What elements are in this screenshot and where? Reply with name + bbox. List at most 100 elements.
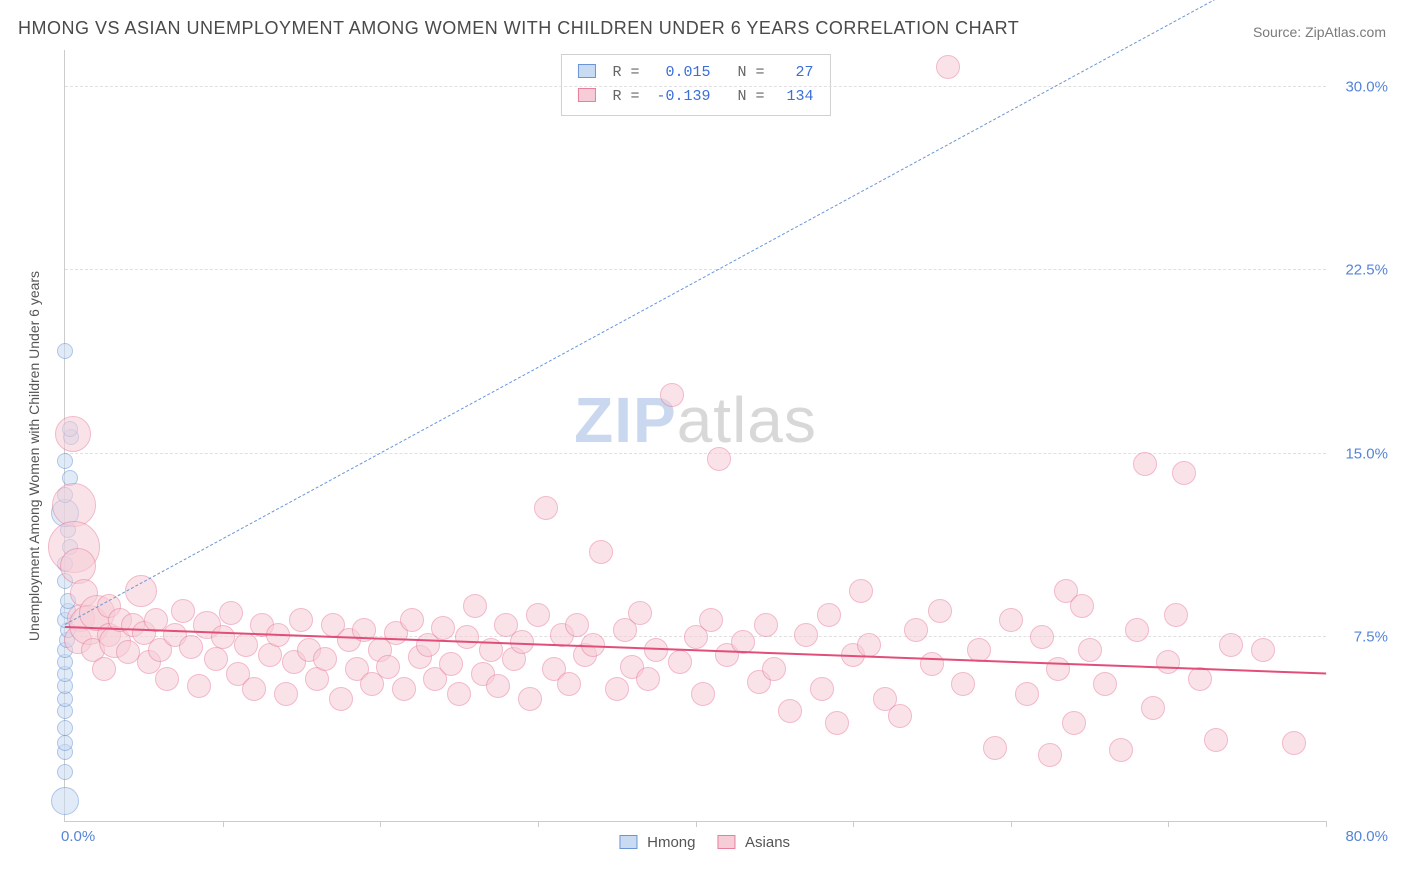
- hmong-point: [57, 343, 73, 359]
- asians-point: [762, 657, 786, 681]
- asians-point: [810, 677, 834, 701]
- asians-point: [849, 579, 873, 603]
- asians-point: [1125, 618, 1149, 642]
- asians-point: [187, 674, 211, 698]
- asians-point: [904, 618, 928, 642]
- asians-point: [967, 638, 991, 662]
- asians-point: [455, 625, 479, 649]
- y-tick-label: 7.5%: [1354, 629, 1388, 646]
- asians-point: [1109, 738, 1133, 762]
- asians-point: [691, 682, 715, 706]
- asians-point: [1015, 682, 1039, 706]
- asians-point: [1251, 638, 1275, 662]
- asians-point: [242, 677, 266, 701]
- asians-point: [274, 682, 298, 706]
- asians-point: [1188, 667, 1212, 691]
- asians-point: [1078, 638, 1102, 662]
- y-tick-label: 22.5%: [1345, 262, 1388, 279]
- y-axis-label: Unemployment Among Women with Children U…: [26, 271, 42, 641]
- chart-area: Unemployment Among Women with Children U…: [44, 50, 1396, 862]
- asians-point: [55, 416, 91, 452]
- asians-point: [1030, 625, 1054, 649]
- hmong-point: [57, 764, 73, 780]
- asians-point: [557, 672, 581, 696]
- asians-point: [928, 599, 952, 623]
- asians-point: [526, 603, 550, 627]
- asians-point: [817, 603, 841, 627]
- asians-point: [605, 677, 629, 701]
- asians-point: [1093, 672, 1117, 696]
- x-origin-label: 0.0%: [61, 828, 95, 845]
- asians-point: [171, 599, 195, 623]
- asians-point: [888, 704, 912, 728]
- x-tick: [696, 821, 697, 827]
- asians-point: [125, 575, 157, 607]
- asians-point: [983, 736, 1007, 760]
- source-attribution: Source: ZipAtlas.com: [1253, 24, 1386, 40]
- asians-point: [936, 55, 960, 79]
- asians-point: [951, 672, 975, 696]
- asians-point: [660, 383, 684, 407]
- gridline: [65, 86, 1326, 87]
- x-tick: [1326, 821, 1327, 827]
- x-tick: [223, 821, 224, 827]
- asians-point: [707, 447, 731, 471]
- asians-point: [920, 652, 944, 676]
- asians-point: [204, 647, 228, 671]
- asians-point: [1038, 743, 1062, 767]
- hmong-point: [57, 720, 73, 736]
- asians-point: [589, 540, 613, 564]
- legend-label-asians: Asians: [745, 834, 790, 851]
- asians-point: [778, 699, 802, 723]
- x-max-label: 80.0%: [1345, 828, 1388, 845]
- stats-row-hmong: R = 0.015 N = 27: [577, 61, 813, 85]
- asians-point: [534, 496, 558, 520]
- asians-point: [60, 548, 96, 584]
- asians-point: [668, 650, 692, 674]
- gridline: [65, 269, 1326, 270]
- plot-region: ZIPatlas R = 0.015 N = 27 R = -0.139 N =…: [64, 50, 1326, 822]
- asians-point: [439, 652, 463, 676]
- watermark: ZIPatlas: [574, 383, 817, 457]
- swatch-hmong: [577, 64, 595, 78]
- legend-swatch-hmong: [619, 835, 637, 849]
- asians-point: [92, 657, 116, 681]
- swatch-asians: [577, 88, 595, 102]
- legend-bottom: Hmong Asians: [601, 834, 790, 851]
- asians-point: [1133, 452, 1157, 476]
- asians-point: [1070, 594, 1094, 618]
- asians-point: [1141, 696, 1165, 720]
- asians-point: [289, 608, 313, 632]
- asians-point: [463, 594, 487, 618]
- asians-point: [313, 647, 337, 671]
- asians-point: [1164, 603, 1188, 627]
- asians-point: [329, 687, 353, 711]
- asians-point: [486, 674, 510, 698]
- y-tick-label: 30.0%: [1345, 78, 1388, 95]
- asians-point: [376, 655, 400, 679]
- asians-point: [211, 625, 235, 649]
- hmong-point: [51, 787, 79, 815]
- y-tick-label: 15.0%: [1345, 445, 1388, 462]
- asians-point: [234, 633, 258, 657]
- asians-point: [392, 677, 416, 701]
- hmong-point: [57, 453, 73, 469]
- asians-point: [1062, 711, 1086, 735]
- stats-row-asians: R = -0.139 N = 134: [577, 85, 813, 109]
- asians-point: [155, 667, 179, 691]
- x-tick: [538, 821, 539, 827]
- asians-point: [1172, 461, 1196, 485]
- asians-point: [400, 608, 424, 632]
- asians-point: [1046, 657, 1070, 681]
- hmong-point: [57, 735, 73, 751]
- asians-point: [628, 601, 652, 625]
- asians-point: [857, 633, 881, 657]
- asians-point: [754, 613, 778, 637]
- x-tick: [853, 821, 854, 827]
- asians-point: [431, 616, 455, 640]
- asians-point: [219, 601, 243, 625]
- asians-point: [518, 687, 542, 711]
- legend-swatch-asians: [718, 835, 736, 849]
- asians-point: [636, 667, 660, 691]
- asians-point: [1204, 728, 1228, 752]
